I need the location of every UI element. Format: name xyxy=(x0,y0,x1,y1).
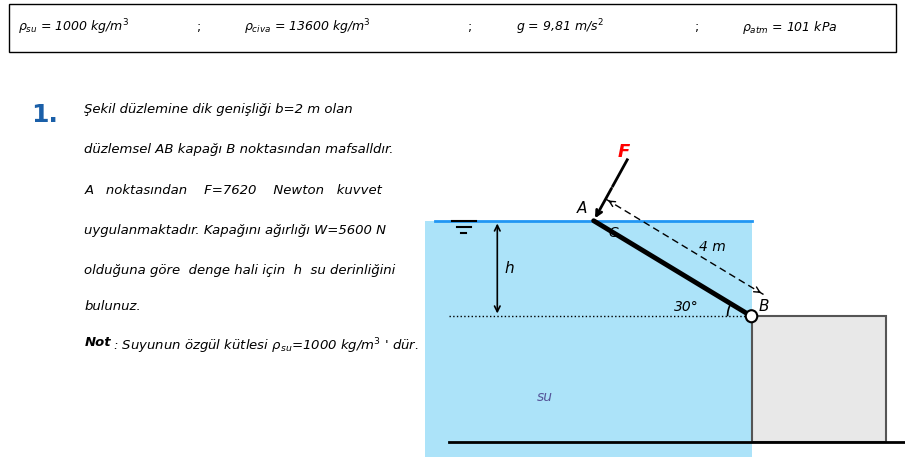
Text: olduğuna göre  denge hali için  h  su derinliğini: olduğuna göre denge hali için h su derin… xyxy=(84,264,395,277)
Text: $\rho_{su}$ = 1000 kg/m$^3$: $\rho_{su}$ = 1000 kg/m$^3$ xyxy=(18,18,129,37)
Text: : Suyunun özgül kütlesi $\rho_{su}$=1000 kg/m$^3$ ' dür.: : Suyunun özgül kütlesi $\rho_{su}$=1000… xyxy=(113,336,419,356)
Text: ;: ; xyxy=(695,21,699,34)
FancyBboxPatch shape xyxy=(425,221,751,457)
Text: A   noktasından    F=7620    Newton   kuvvet: A noktasından F=7620 Newton kuvvet xyxy=(84,184,382,197)
Text: h: h xyxy=(504,261,514,276)
FancyBboxPatch shape xyxy=(9,4,896,52)
Text: g = 9,81 m/s$^2$: g = 9,81 m/s$^2$ xyxy=(516,18,604,37)
Text: B: B xyxy=(758,299,769,314)
Text: Şekil düzlemine dik genişliği b=2 m olan: Şekil düzlemine dik genişliği b=2 m olan xyxy=(84,103,353,116)
Text: uygulanmaktadır. Kapağını ağırlığı W=5600 N: uygulanmaktadır. Kapağını ağırlığı W=560… xyxy=(84,224,386,237)
Text: düzlemsel AB kapağı B noktasından mafsalldır.: düzlemsel AB kapağı B noktasından mafsal… xyxy=(84,143,394,156)
Text: C: C xyxy=(608,226,618,240)
Text: 4 m: 4 m xyxy=(699,240,726,254)
Circle shape xyxy=(746,310,757,322)
Text: ;: ; xyxy=(197,21,201,34)
Text: 30°: 30° xyxy=(674,300,699,314)
Text: A: A xyxy=(576,201,587,216)
Text: $\rho_{civa}$ = 13600 kg/m$^3$: $\rho_{civa}$ = 13600 kg/m$^3$ xyxy=(244,18,371,37)
Text: ;: ; xyxy=(469,21,472,34)
Text: Not: Not xyxy=(84,336,111,349)
Text: bulunuz.: bulunuz. xyxy=(84,300,141,313)
Bar xyxy=(751,316,886,442)
Text: F: F xyxy=(617,143,630,161)
Text: su: su xyxy=(538,390,553,404)
Text: $\rho_{atm}$ = 101 kPa: $\rho_{atm}$ = 101 kPa xyxy=(742,19,837,36)
Text: 1.: 1. xyxy=(31,103,58,127)
